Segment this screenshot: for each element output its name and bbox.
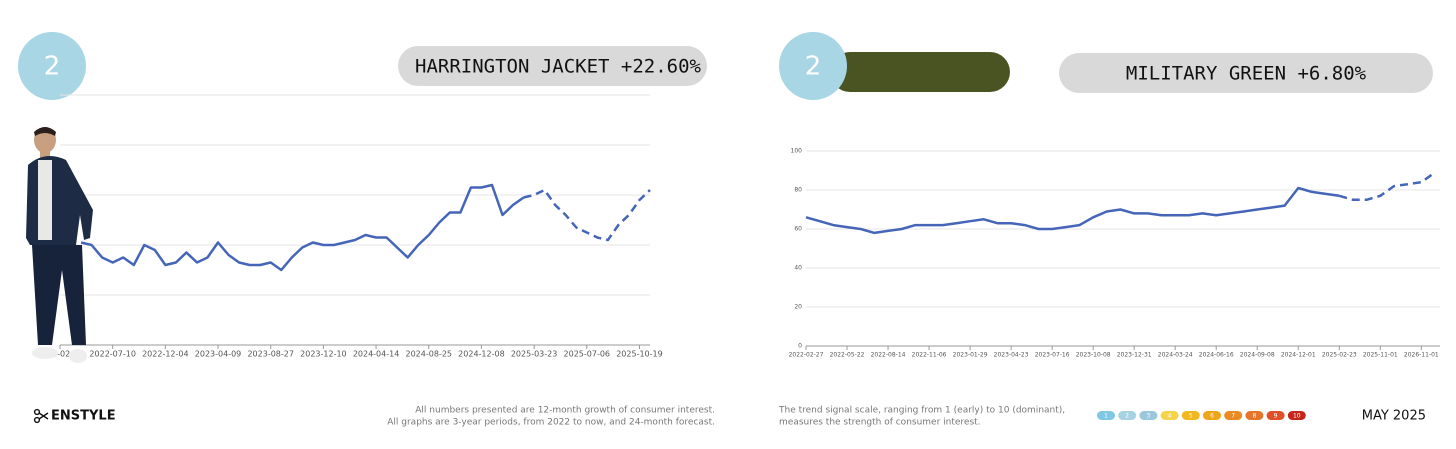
scale-label: 5 [1189, 413, 1193, 420]
scale-box [1203, 411, 1221, 420]
x-tick-label: 2022-02-27 [789, 352, 824, 359]
x-tick-label: 2022-07-10 [89, 350, 136, 359]
x-tick-label: 2025-03-23 [511, 350, 558, 359]
scale-note: The trend signal scale, ranging from 1 (… [778, 406, 1065, 416]
x-tick-label: 2024-12-08 [458, 350, 505, 359]
note: All numbers presented are 12-month growt… [415, 406, 715, 416]
x-tick-label: 2024-12-01 [1281, 352, 1316, 359]
x-tick-label: 2022-11-06 [912, 352, 947, 359]
x-tick-label: 2023-07-16 [1035, 352, 1070, 359]
badge [18, 32, 86, 100]
brand: ENSTYLE [51, 409, 116, 424]
badge [779, 32, 847, 100]
x-tick-label: 2024-08-25 [406, 350, 453, 359]
scissors-icon [33, 408, 49, 424]
scale-label: 4 [1168, 413, 1172, 420]
x-tick-label: 2026-11-01 [1404, 352, 1439, 359]
x-tick-label: 2023-08-27 [247, 350, 294, 359]
x-tick-label: 2023-10-08 [1076, 352, 1111, 359]
title-pill [1059, 53, 1433, 93]
x-tick-label: 2023-12-31 [1117, 352, 1152, 359]
y-tick-label: 20 [794, 304, 802, 311]
x-tick-label: 2023-04-09 [195, 350, 242, 359]
scale-label: 8 [1252, 413, 1256, 420]
scale-box [1160, 411, 1179, 420]
trend-line [80, 183, 525, 272]
y-tick-label: 80 [794, 187, 802, 194]
scale-box [1287, 411, 1306, 420]
x-tick-label: 2023-01-29 [953, 352, 988, 359]
note: All graphs are 3-year periods, from 2022… [387, 418, 715, 428]
x-tick-label: 2022-12-04 [142, 350, 189, 359]
x-tick-label: 2025-11-01 [1363, 352, 1398, 359]
model-photo [26, 127, 93, 363]
scale-box [1266, 411, 1285, 420]
x-tick-label: 2025-02-23 [1322, 352, 1357, 359]
scale-box [1245, 411, 1264, 420]
x-tick-label: 2022-05-22 [830, 352, 865, 359]
scale-box [1118, 411, 1137, 420]
y-tick-label: 60 [794, 226, 802, 233]
x-tick-label: 2022-08-14 [871, 352, 906, 359]
x-tick-label: 2024-06-16 [1199, 352, 1234, 359]
badge-number: 2 [805, 52, 822, 82]
charts: 2022-02-27 2022-07-10 2022-12-04 2023-04-09… [37, 94, 1440, 359]
forecast-line [1338, 171, 1436, 202]
x-tick-label: 2022-02-27 [37, 350, 84, 359]
x-tick-label: 2023-04-23 [994, 352, 1029, 359]
scale-label: 1 [1104, 413, 1108, 420]
y-tick-label: 0 [798, 343, 802, 350]
y-tick-label: 100 [791, 148, 803, 155]
trend-line [805, 186, 1340, 235]
scale-box [1181, 411, 1200, 420]
x-tick-label: 2024-03-24 [1158, 352, 1193, 359]
chart-title: HARRINGTON JACKET +22.60% [415, 56, 702, 78]
x-tick-label: 2025-07-06 [564, 350, 611, 359]
badge-number: 2 [44, 52, 61, 82]
y-tick-label: 40 [794, 265, 802, 272]
x-tick-label: 2025-10-19 [616, 350, 663, 359]
chart-title: MILITARY GREEN +6.80% [1126, 63, 1367, 85]
x-tick-label: 2024-09-08 [1240, 352, 1275, 359]
x-tick-label: 2024-04-14 [353, 350, 400, 359]
title-pill [398, 46, 707, 86]
scale-label: 7 [1231, 413, 1235, 420]
scale-label: 6 [1210, 413, 1214, 420]
scale-box [1097, 411, 1115, 420]
x-tick-label: 2023-12-10 [300, 350, 347, 359]
color-swatch [830, 52, 1010, 92]
scale-box [1139, 411, 1158, 420]
scale-label: 10 [1293, 413, 1301, 420]
scale-label: 9 [1274, 413, 1278, 420]
forecast-line [523, 188, 651, 242]
scale-note: measures the strength of consumer intere… [779, 418, 981, 428]
scale: 1 2 3 4 5 6 7 8 9 10 [1097, 411, 1306, 420]
scale-label: 3 [1146, 413, 1150, 420]
scale-box [1224, 411, 1243, 420]
report-date: MAY 2025 [1362, 409, 1426, 424]
scale-label: 2 [1125, 413, 1129, 420]
